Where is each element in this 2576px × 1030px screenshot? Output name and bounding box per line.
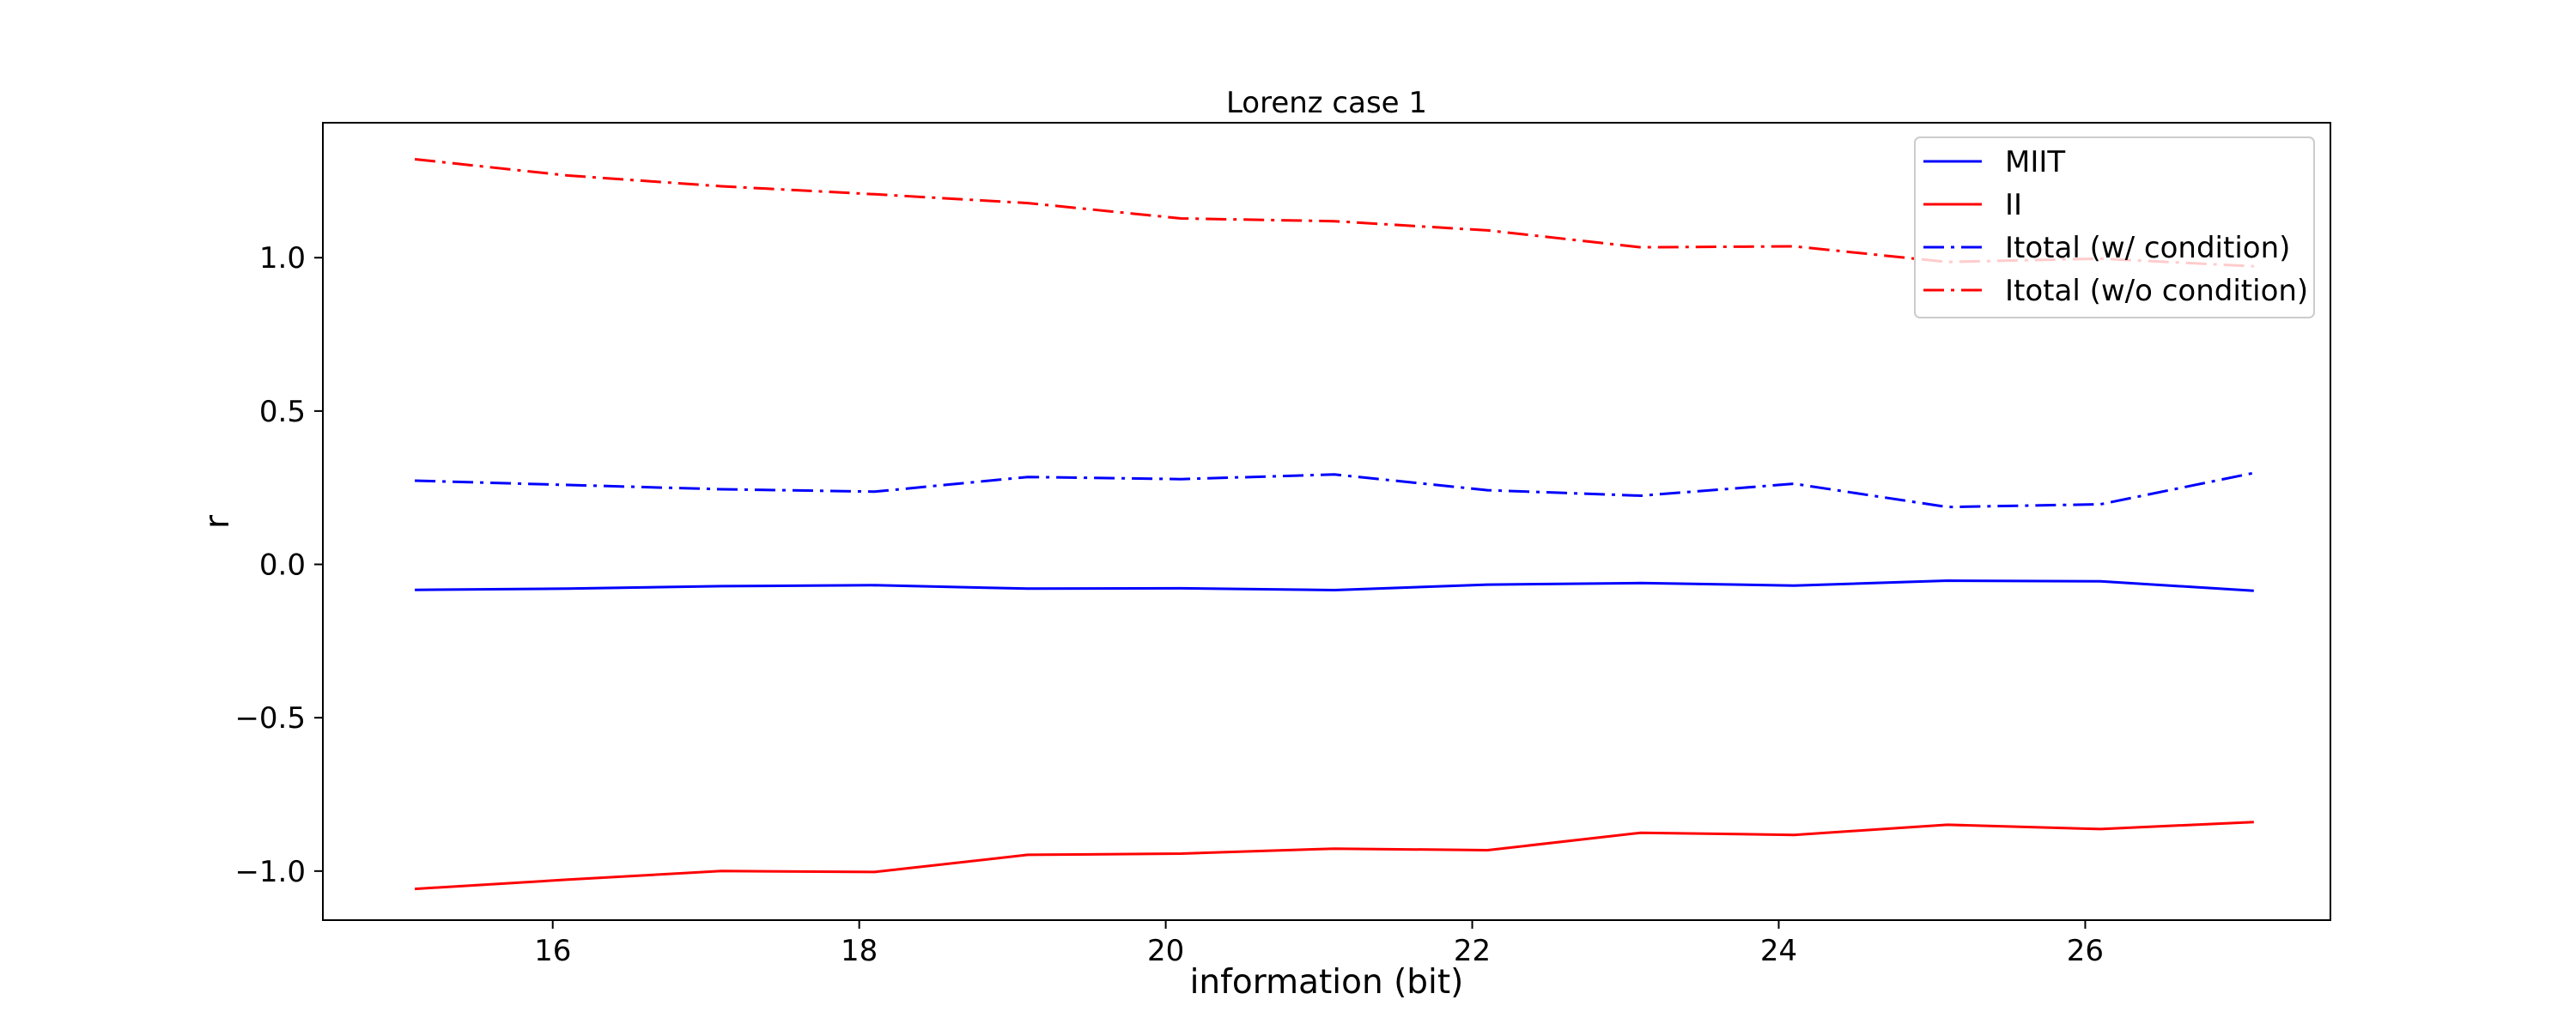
x-tick-label: 26 xyxy=(2067,934,2104,968)
x-tick-label: 20 xyxy=(1147,934,1184,968)
series-layer xyxy=(414,158,2255,891)
plot-frame xyxy=(322,122,2331,921)
series-line-1 xyxy=(415,821,2254,891)
x-axis: 16 18 20 22 24 26 xyxy=(534,920,2104,968)
legend-label: Itotal (w/ condition) xyxy=(2005,231,2290,265)
x-tick-label: 16 xyxy=(534,934,571,968)
y-tick-label: 0.0 xyxy=(259,548,306,583)
y-tick-label: 0.5 xyxy=(259,395,306,429)
series-line-0 xyxy=(415,579,2254,592)
legend-label: II xyxy=(2005,188,2022,222)
x-tick-label: 24 xyxy=(1760,934,1797,968)
y-axis: −1.0 −0.5 0.0 0.5 1.0 xyxy=(234,241,323,889)
y-tick-label: 1.0 xyxy=(259,241,306,276)
x-tick-label: 18 xyxy=(841,934,878,968)
legend-box xyxy=(1914,136,2315,318)
series-line-2 xyxy=(415,471,2255,509)
x-axis-label: information (bit) xyxy=(1190,963,1464,1002)
chart-title: Lorenz case 1 xyxy=(1226,86,1427,120)
series-line-3 xyxy=(414,158,2254,268)
legend-label: Itotal (w/o condition) xyxy=(2005,274,2308,308)
y-tick-label: −1.0 xyxy=(234,855,306,889)
y-axis-label: r xyxy=(198,514,237,529)
y-tick-label: −0.5 xyxy=(234,701,306,736)
legend: MIIT II Itotal (w/ condition) Itotal (w/o c… xyxy=(1914,136,2315,318)
legend-label: MIIT xyxy=(2005,145,2065,179)
legend-items: MIIT II Itotal (w/ condition) Itotal (w/o c… xyxy=(1923,145,2308,308)
x-tick-label: 22 xyxy=(1454,934,1491,968)
